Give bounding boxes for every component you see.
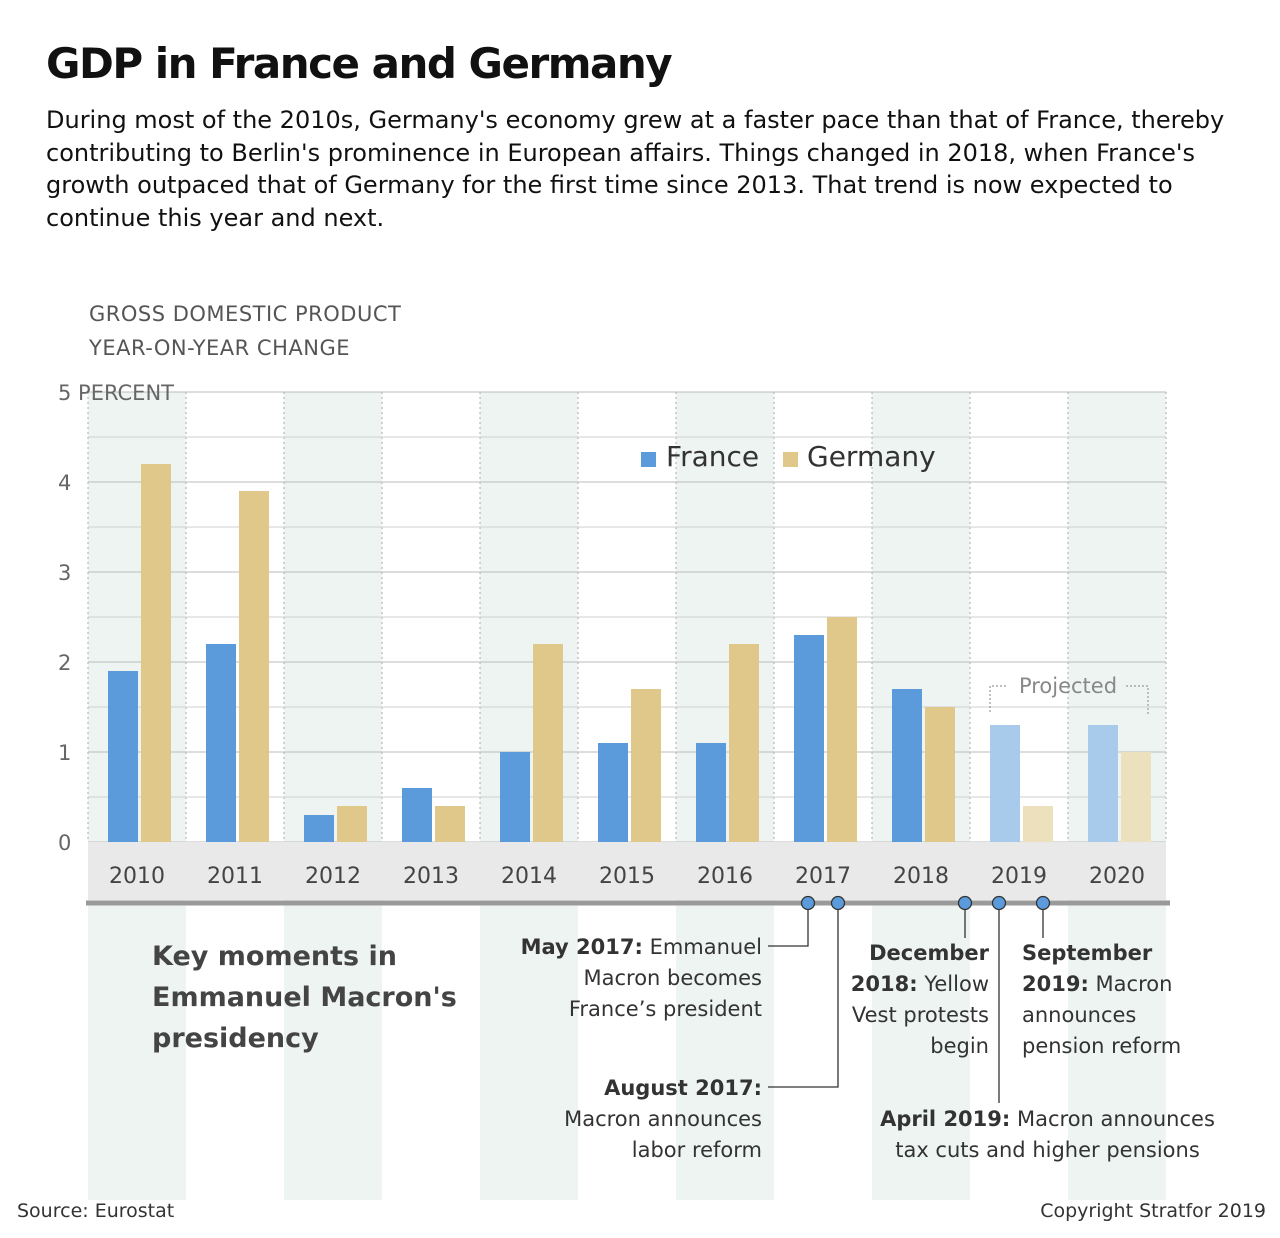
timeline xyxy=(86,895,1170,1103)
event-may-2017-text: Emmanuel Macron becomes France’s preside… xyxy=(568,935,762,1021)
x-axis-strip xyxy=(88,842,1166,900)
event-apr-2019: April 2019: Macron announces tax cuts an… xyxy=(870,1104,1225,1166)
bars xyxy=(108,464,1151,842)
x-tick-label: 2012 xyxy=(305,864,361,889)
event-sep-2019: September 2019: Macron announces pension… xyxy=(1022,938,1192,1062)
event-apr-2019-date: April 2019: xyxy=(880,1107,1011,1131)
event-aug-2017-date: August 2017: xyxy=(604,1076,762,1100)
aug2017-connector xyxy=(768,903,839,1088)
sep2019-marker xyxy=(1035,895,1051,911)
y-axis-title-line2: YEAR-ON-YEAR CHANGE xyxy=(89,336,350,360)
bar-france-2016 xyxy=(696,743,726,842)
source-note: Source: Eurostat xyxy=(17,1200,175,1222)
bar-france-2018 xyxy=(892,689,922,842)
y-tick-label: 3 xyxy=(58,561,71,585)
x-tick-label: 2016 xyxy=(697,864,753,889)
event-sep-2019-text: Macron announces pension reform xyxy=(1022,972,1182,1058)
legend-label-germany: Germany xyxy=(807,440,936,473)
bar-france-2010 xyxy=(108,671,138,842)
event-sep-2019-date: September 2019: xyxy=(1022,941,1153,996)
bar-germany-2011 xyxy=(239,491,269,842)
event-apr-2019-text: Macron announces tax cuts and higher pen… xyxy=(895,1107,1215,1162)
bar-france-2019 xyxy=(990,725,1020,842)
copyright-note: Copyright Stratfor 2019 xyxy=(1040,1200,1266,1222)
y-tick-label: 4 xyxy=(58,471,71,495)
bar-germany-2012 xyxy=(337,806,367,842)
bar-germany-2017 xyxy=(827,617,857,842)
bar-france-2013 xyxy=(402,788,432,842)
aug2017-marker xyxy=(830,895,846,911)
dec2018-marker xyxy=(957,895,973,911)
x-tick-label: 2011 xyxy=(207,864,263,889)
chart-title: GDP in France and Germany xyxy=(46,39,673,88)
bar-france-2017 xyxy=(794,635,824,842)
bar-france-2014 xyxy=(500,752,530,842)
column-band xyxy=(284,392,382,1200)
projected-bracket: Projected xyxy=(989,674,1149,716)
legend-label-france: France xyxy=(666,440,760,473)
y-tick-label: 5 PERCENT xyxy=(58,381,174,405)
event-aug-2017-text: Macron announces labor reform xyxy=(564,1107,762,1162)
bar-germany-2015 xyxy=(631,689,661,842)
x-tick-label: 2020 xyxy=(1089,864,1145,889)
may2017-connector xyxy=(768,903,809,947)
bar-france-2012 xyxy=(304,815,334,842)
bar-germany-2018 xyxy=(925,707,955,842)
bar-germany-2013 xyxy=(435,806,465,842)
x-axis-ticks: 2010 2011 2012 2013 2014 2015 2016 2017 2018 2019… xyxy=(88,842,1166,900)
bar-france-2015 xyxy=(598,743,628,842)
may2017-marker xyxy=(800,895,816,911)
event-may-2017-date: May 2017: xyxy=(520,935,643,959)
event-dec-2018: December 2018: Yellow Vest protests begi… xyxy=(849,938,989,1062)
bar-germany-2014 xyxy=(533,644,563,842)
event-dec-2018-text: Yellow Vest protests begin xyxy=(851,972,989,1058)
legend-swatch-france xyxy=(641,452,656,467)
bar-germany-2020 xyxy=(1121,752,1151,842)
bar-germany-2019 xyxy=(1023,806,1053,842)
event-aug-2017: August 2017: Macron announces labor refo… xyxy=(532,1073,762,1166)
projected-label: Projected xyxy=(1019,674,1117,698)
x-tick-label: 2015 xyxy=(599,864,655,889)
bar-germany-2010 xyxy=(141,464,171,842)
apr2019-marker xyxy=(991,895,1007,911)
chart-subtitle: During most of the 2010s, Germany's econ… xyxy=(46,106,1225,232)
key-moments-heading: Key moments in Emmanuel Macron's preside… xyxy=(152,941,457,1054)
y-tick-label: 1 xyxy=(58,741,71,765)
event-dec-2018-date: December 2018: xyxy=(850,941,989,996)
y-tick-label: 0 xyxy=(58,831,71,855)
x-tick-label: 2010 xyxy=(109,864,165,889)
x-tick-label: 2014 xyxy=(501,864,557,889)
x-tick-label: 2013 xyxy=(403,864,459,889)
x-tick-label: 2017 xyxy=(795,864,851,889)
y-axis-title-line1: GROSS DOMESTIC PRODUCT xyxy=(89,302,402,326)
x-tick-label: 2018 xyxy=(893,864,949,889)
x-tick-label: 2019 xyxy=(991,864,1047,889)
bar-france-2011 xyxy=(206,644,236,842)
y-tick-label: 2 xyxy=(58,651,71,675)
bar-germany-2016 xyxy=(729,644,759,842)
bar-france-2020 xyxy=(1088,725,1118,842)
event-may-2017: May 2017: Emmanuel Macron becomes France… xyxy=(502,932,762,1025)
y-axis-ticks: 0 1 2 3 4 5 PERCENT xyxy=(58,381,174,855)
legend-swatch-germany xyxy=(783,452,798,467)
